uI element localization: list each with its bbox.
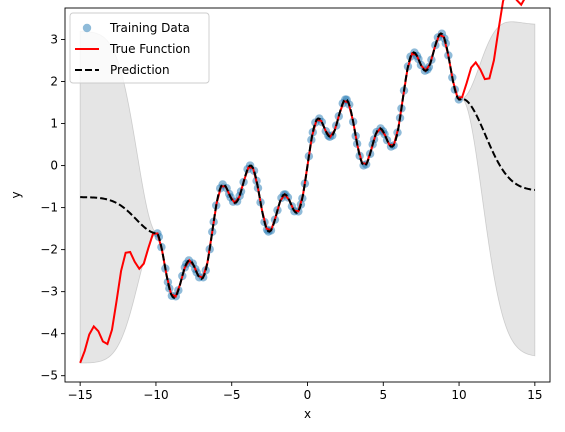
x-tick-label: −5 bbox=[223, 388, 241, 402]
legend-box bbox=[69, 12, 210, 84]
x-tick-label: 15 bbox=[527, 388, 542, 402]
y-tick-label: −4 bbox=[40, 327, 58, 341]
y-tick-label: 1 bbox=[50, 117, 58, 131]
y-tick-label: 2 bbox=[50, 75, 58, 89]
legend-training-marker bbox=[82, 23, 92, 33]
x-tick-label: −10 bbox=[143, 388, 168, 402]
y-tick-label: −1 bbox=[40, 201, 58, 215]
x-ticks-group: −15 −10 −5 0 5 10 15 bbox=[67, 382, 542, 402]
prediction-line bbox=[80, 32, 535, 299]
y-ticks-group: −5 −4 −3 −2 −1 0 1 2 3 bbox=[40, 33, 65, 383]
y-tick-label: 3 bbox=[50, 33, 58, 47]
y-tick-label: −2 bbox=[40, 243, 58, 257]
y-tick-label: 0 bbox=[50, 159, 58, 173]
x-tick-label: −15 bbox=[67, 388, 92, 402]
x-tick-label: 5 bbox=[379, 388, 387, 402]
x-tick-label: 10 bbox=[451, 388, 466, 402]
y-tick-label: −5 bbox=[40, 369, 58, 383]
x-axis-label: x bbox=[304, 407, 311, 421]
legend-label-training: Training Data bbox=[109, 21, 190, 35]
x-tick-label: 0 bbox=[304, 388, 312, 402]
prediction-group bbox=[80, 32, 535, 299]
legend: Training Data True Function Prediction bbox=[69, 12, 210, 84]
legend-label-true-function: True Function bbox=[109, 42, 190, 56]
y-axis-label: y bbox=[9, 191, 23, 198]
y-tick-label: −3 bbox=[40, 285, 58, 299]
legend-label-prediction: Prediction bbox=[110, 63, 170, 77]
